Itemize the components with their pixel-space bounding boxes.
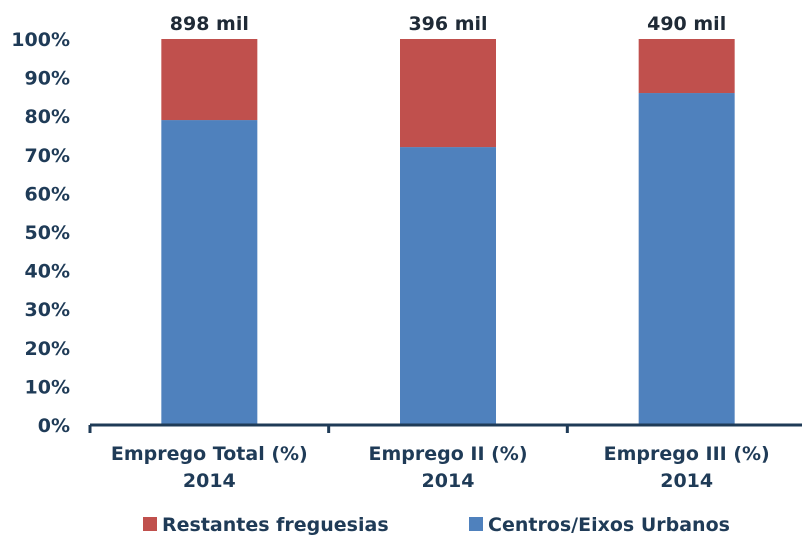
y-tick-label: 50%	[25, 222, 70, 244]
y-tick-label: 80%	[25, 106, 70, 128]
x-category-label-3: Emprego III (%)	[604, 443, 770, 465]
bar-segment-centros-3	[638, 93, 735, 425]
legend-swatch-restantes	[143, 517, 157, 531]
y-tick-label: 20%	[25, 338, 70, 360]
data-labels-group: 898 mil 396 mil 490 mil	[170, 13, 726, 35]
bars-group	[161, 39, 735, 425]
data-label-1: 898 mil	[170, 13, 249, 35]
legend-label-restantes: Restantes freguesias	[162, 514, 389, 536]
y-tick-label: 0%	[38, 415, 70, 437]
y-tick-label: 90%	[25, 68, 70, 90]
legend: Restantes freguesias Centros/Eixos Urbano…	[143, 514, 730, 536]
legend-label-centros: Centros/Eixos Urbanos	[488, 514, 730, 536]
y-tick-label: 100%	[11, 29, 70, 51]
bar-segment-centros-1	[161, 120, 258, 425]
data-label-3: 490 mil	[647, 13, 726, 35]
x-category-label-2: Emprego II (%)	[368, 443, 527, 465]
y-tick-label: 10%	[25, 376, 70, 398]
x-category-label-1-year: 2014	[183, 470, 236, 492]
y-tick-label: 40%	[25, 261, 70, 283]
bar-segment-restantes-2	[400, 39, 496, 148]
x-category-label-1: Emprego Total (%)	[111, 443, 308, 465]
y-tick-label: 60%	[25, 183, 70, 205]
y-tick-label: 70%	[25, 145, 70, 167]
x-category-label-2-year: 2014	[422, 470, 475, 492]
y-axis: 0% 10% 20% 30% 40% 50% 60% 70% 80% 90% 100%	[11, 29, 70, 437]
bar-segment-centros-2	[400, 147, 496, 425]
data-label-2: 396 mil	[408, 13, 487, 35]
x-category-label-3-year: 2014	[660, 470, 713, 492]
y-tick-label: 30%	[25, 299, 70, 321]
x-axis: Emprego Total (%) 2014 Emprego II (%) 2014 E…	[88, 423, 802, 492]
legend-swatch-centros	[469, 517, 483, 531]
bar-segment-restantes-3	[638, 39, 735, 94]
bar-segment-restantes-1	[161, 39, 258, 121]
